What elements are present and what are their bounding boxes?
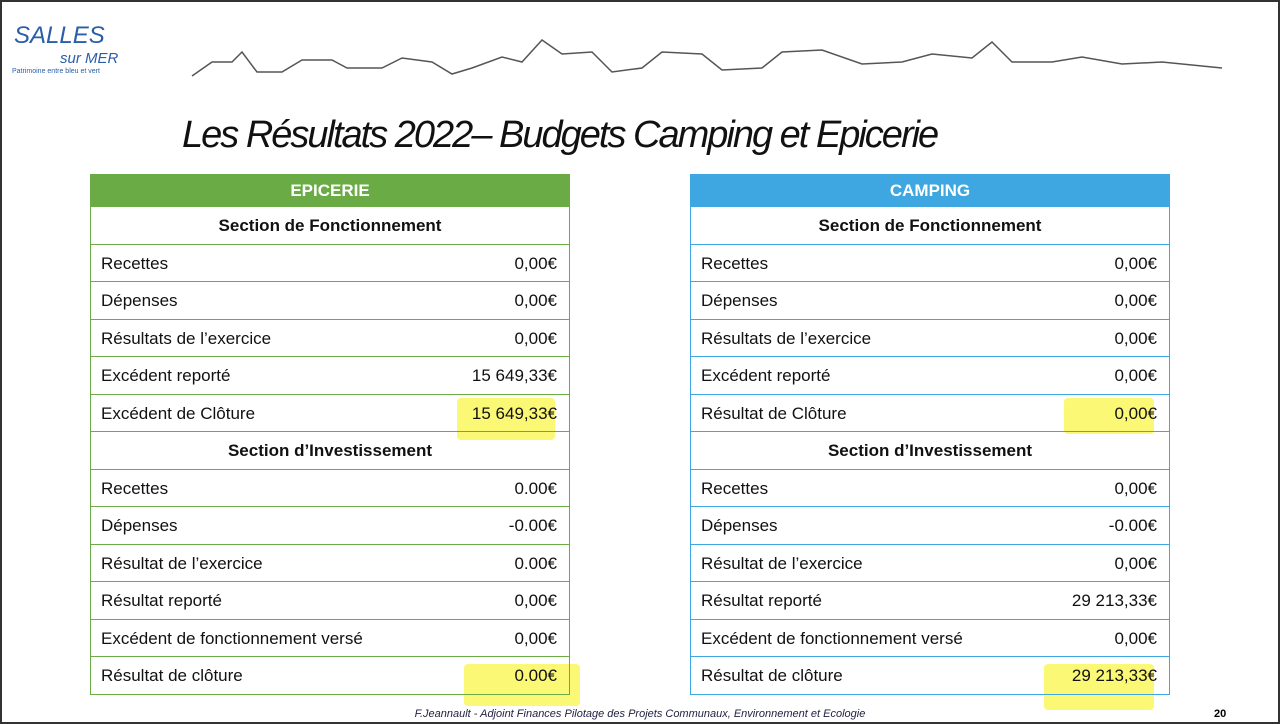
row-label: Recettes [701, 478, 769, 498]
row-value: 0,00€ [1114, 478, 1157, 498]
footer: F.Jeannault - Adjoint Finances Pilotage … [414, 708, 866, 720]
row-label: Recettes [101, 253, 169, 273]
row-label: Résultat de clôture [101, 666, 243, 685]
row-value: -0.00€ [508, 516, 557, 535]
table-row: Résultat reporté 0,00€ [90, 582, 570, 620]
row-label: Résultat de clôture [701, 666, 843, 685]
row-value: 0,00€ [1114, 253, 1157, 273]
row-label: Dépenses [701, 516, 778, 535]
row-label: Résultats de l’exercice [101, 328, 272, 348]
budget-table: CAMPING Section de Fonctionnement Recettes… [690, 174, 1170, 695]
table-row: Recettes 0,00€ [90, 244, 570, 282]
row-label: Résultat reporté [101, 591, 222, 610]
row-value: 0,00€ [1114, 403, 1157, 423]
table-row: Excédent de Clôture 15 649,33€ [90, 394, 570, 432]
table-row: Résultats de l’exercice 0,00€ [690, 319, 1170, 357]
row-label: Dépenses [701, 291, 778, 310]
row-value: 0.00€ [514, 553, 557, 573]
table-row: Recettes 0,00€ [690, 469, 1170, 507]
row-label: Recettes [701, 253, 769, 273]
row-value: 0,00€ [1114, 366, 1157, 385]
table-row: Excédent de fonctionnement versé 0,00€ [690, 619, 1170, 657]
row-value: 0,00€ [514, 328, 557, 348]
skyline [191, 39, 1223, 77]
banner [191, 39, 1223, 77]
highlight [464, 664, 580, 706]
row-label: Dépenses [101, 291, 178, 310]
row-label: Excédent de fonctionnement versé [101, 628, 363, 648]
table-row: Résultats de l’exercice 0,00€ [90, 319, 570, 357]
row-value: 0,00€ [1114, 328, 1157, 348]
slide-title: Les Résultats 2022– Budgets Camping et E… [182, 114, 939, 156]
table-row: Résultat de l’exercice 0.00€ [90, 544, 570, 582]
row-label: Excédent reporté [701, 366, 831, 385]
page-number: 20 [1214, 708, 1227, 720]
row-value: 29 213,33€ [1071, 591, 1157, 610]
row-value: 0,00€ [1114, 553, 1157, 573]
row-label: Dépenses [101, 516, 178, 535]
section-title: Section de Fonctionnement [690, 207, 1170, 245]
row-label: Excédent de Clôture [101, 403, 256, 423]
row-value: 15 649,33€ [471, 366, 557, 385]
row-label: Résultat de l’exercice [101, 553, 263, 573]
highlight [1064, 398, 1154, 434]
budget-table: EPICERIE Section de Fonctionnement Recette… [90, 174, 570, 695]
row-label: Recettes [101, 478, 169, 498]
row-value: -0.00€ [1108, 516, 1157, 535]
table-header: EPICERIE [90, 174, 570, 207]
row-label: Résultat de Clôture [701, 403, 847, 423]
row-value: 0,00€ [514, 628, 557, 648]
table-row: Excédent reporté 0,00€ [690, 357, 1170, 395]
row-value: 0,00€ [514, 291, 557, 310]
table-row: Excédent de fonctionnement versé 0,00€ [90, 619, 570, 657]
section-title: Section d’Investissement [690, 432, 1170, 470]
row-value: 0.00€ [514, 478, 557, 498]
row-value: 29 213,33€ [1071, 666, 1157, 685]
row-value: 0,00€ [1114, 628, 1157, 648]
table-row: Excédent reporté 15 649,33€ [90, 357, 570, 395]
logo-sub: sur MER [60, 50, 119, 67]
table-row: Dépenses 0,00€ [90, 282, 570, 320]
row-label: Excédent de fonctionnement versé [701, 628, 963, 648]
table-row: Dépenses -0.00€ [690, 507, 1170, 545]
section-title: Section d’Investissement [90, 432, 570, 470]
row-label: Résultat de l’exercice [701, 553, 863, 573]
table-row: Résultat reporté 29 213,33€ [690, 582, 1170, 620]
table-header: CAMPING [690, 174, 1170, 207]
row-label: Résultats de l’exercice [701, 328, 872, 348]
table-row: Recettes 0.00€ [90, 469, 570, 507]
table-row: Résultat de Clôture 0,00€ [690, 394, 1170, 432]
logo-name: SALLES [14, 22, 105, 49]
row-value: 0,00€ [514, 253, 557, 273]
row-value: 0.00€ [514, 666, 557, 685]
section-title: Section de Fonctionnement [90, 207, 570, 245]
table-row: Résultat de clôture 29 213,33€ [690, 657, 1170, 695]
table-row: Recettes 0,00€ [690, 244, 1170, 282]
table-row: Dépenses 0,00€ [690, 282, 1170, 320]
highlight [1044, 664, 1154, 710]
row-label: Excédent reporté [101, 366, 231, 385]
logo-tagline: Patrimoine entre bleu et vert [12, 68, 100, 75]
table-row: Résultat de clôture 0.00€ [90, 657, 570, 695]
row-label: Résultat reporté [701, 591, 822, 610]
highlight [457, 398, 555, 440]
row-value: 15 649,33€ [471, 403, 557, 423]
row-value: 0,00€ [514, 591, 557, 610]
table-row: Résultat de l’exercice 0,00€ [690, 544, 1170, 582]
table-row: Dépenses -0.00€ [90, 507, 570, 545]
row-value: 0,00€ [1114, 291, 1157, 310]
